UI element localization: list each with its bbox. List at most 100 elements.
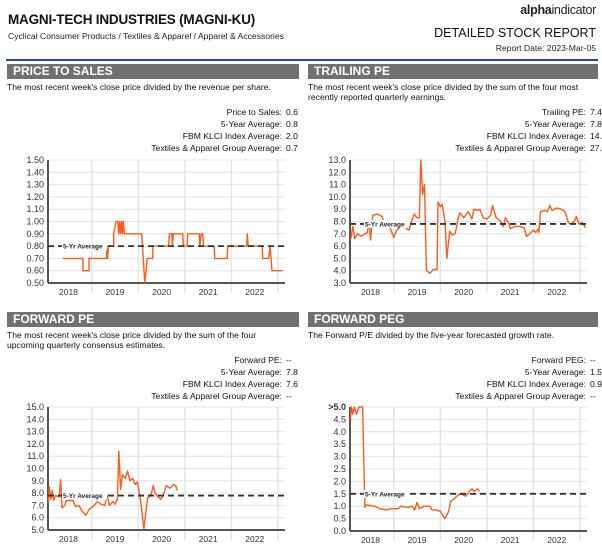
y-tick-label: 1.10 <box>26 204 44 214</box>
stat-label: Trailing PE: <box>541 107 586 117</box>
x-tick-label: 2022 <box>547 287 566 297</box>
y-tick-label: 1.40 <box>26 167 44 177</box>
y-tick-label: 0.70 <box>26 253 44 263</box>
y-tick-label: 8.0 <box>31 488 44 498</box>
x-tick-label: 2022 <box>245 534 264 544</box>
forward-peg-series-line <box>349 406 480 520</box>
stat-value: -- <box>590 391 596 401</box>
y-tick-label: 4.0 <box>333 427 346 437</box>
company-title: MAGNI-TECH INDUSTRIES (MAGNI-KU) <box>8 12 256 27</box>
y-tick-label: 10.0 <box>26 464 44 474</box>
y-tick-label: 1.30 <box>26 180 44 190</box>
stat-row: Price to Sales: 0.6 <box>151 106 308 118</box>
x-tick-label: 2021 <box>501 535 520 545</box>
stat-row: FBM KLCI Index Average: 14.9 <box>455 130 602 142</box>
stat-value: -- <box>286 355 292 365</box>
stat-row: FBM KLCI Index Average: 2.0 <box>151 130 308 142</box>
x-tick-label: 2022 <box>245 287 264 297</box>
x-tick-label: 2021 <box>199 287 218 297</box>
stat-row: Textiles & Apparel Group Average: -- <box>151 390 308 402</box>
x-tick-label: 2019 <box>408 287 427 297</box>
stat-label: Textiles & Apparel Group Average: <box>151 143 282 153</box>
x-tick-label: 2019 <box>408 535 427 545</box>
stat-value: 0.8 <box>286 119 298 129</box>
forward-peg-description: The Forward P/E divided by the five-year… <box>308 330 554 340</box>
y-tick-label: 2.5 <box>333 464 346 474</box>
stat-label: Textiles & Apparel Group Average: <box>151 391 282 401</box>
trailing-pe-section-header: TRAILING PE <box>308 64 598 79</box>
stat-value: -- <box>590 355 596 365</box>
stat-value: 0.7 <box>286 143 298 153</box>
trailing-pe-stats: Trailing PE: 7.4 5-Year Average: 7.8 FBM KLC… <box>455 106 602 154</box>
average-label-bg <box>62 242 107 251</box>
x-tick-label: 2019 <box>106 534 125 544</box>
y-tick-label: 4.5 <box>333 414 346 424</box>
header-divider <box>6 59 598 61</box>
average-label: 5-Yr Average <box>63 493 103 500</box>
x-tick-label: 2020 <box>454 535 473 545</box>
report-title: DETAILED STOCK REPORT <box>434 26 596 40</box>
stat-label: Forward PEG: <box>531 355 586 365</box>
y-tick-label: 0.50 <box>26 278 44 288</box>
stat-label: Textiles & Apparel Group Average: <box>455 143 586 153</box>
forward-pe-stats: Forward PE: -- 5-Year Average: 7.8 FBM KLCI … <box>151 354 308 402</box>
forward-pe-section-header: FORWARD PE <box>7 312 299 327</box>
y-tick-label: 7.0 <box>31 500 44 510</box>
y-tick-label: 13.0 <box>328 155 346 165</box>
stat-row: FBM KLCI Index Average: 7.6 <box>151 378 308 390</box>
stat-row: 5-Year Average: 7.8 <box>455 118 602 130</box>
y-tick-label: 3.0 <box>333 452 346 462</box>
average-label: 5-Yr Average <box>365 491 405 498</box>
y-tick-label: 5.0 <box>31 525 44 535</box>
y-tick-label: 0.0 <box>333 526 346 536</box>
price-to-sales-description: The most recent week's close price divid… <box>7 82 271 92</box>
stat-label: 5-Year Average: <box>524 367 586 377</box>
average-label-bg <box>364 489 409 498</box>
average-label-bg <box>62 491 107 500</box>
forward-pe-description: The most recent week's close price divid… <box>7 330 257 350</box>
stat-value: 0.6 <box>286 107 298 117</box>
stat-row: Textiles & Apparel Group Average: -- <box>455 390 602 402</box>
y-tick-label: 14.0 <box>26 414 44 424</box>
stat-value: -- <box>286 391 292 401</box>
y-tick-label: 6.0 <box>333 241 346 251</box>
x-tick-label: 2021 <box>199 534 218 544</box>
report-date: Report Date: 2023-Mar-05 <box>495 43 596 53</box>
x-tick-label: 2018 <box>361 535 380 545</box>
stat-value: 7.4 <box>590 107 602 117</box>
forward-peg-section-header: FORWARD PEG <box>308 312 598 327</box>
stat-value: 2.0 <box>286 131 298 141</box>
stat-row: Textiles & Apparel Group Average: 27.8 <box>455 142 602 154</box>
y-tick-label: 0.60 <box>26 266 44 276</box>
x-tick-label: 2020 <box>152 534 171 544</box>
alphaindicator-logo: alphaindicator <box>520 3 596 17</box>
stat-value: 7.8 <box>286 367 298 377</box>
y-tick-label: 8.0 <box>333 217 346 227</box>
y-tick-label: 3.5 <box>333 439 346 449</box>
stat-value: 0.9 <box>590 379 602 389</box>
industry-breadcrumb: Cyclical Consumer Products / Textiles & … <box>8 31 284 41</box>
y-tick-label: 1.20 <box>26 192 44 202</box>
y-tick-label: 3.0 <box>333 278 346 288</box>
forward-peg-stats: Forward PEG: -- 5-Year Average: 1.5 FBM KLCI… <box>455 354 602 402</box>
stat-row: Forward PE: -- <box>151 354 308 366</box>
stat-row: 5-Year Average: 7.8 <box>151 366 308 378</box>
stat-label: Textiles & Apparel Group Average: <box>455 391 586 401</box>
stat-row: 5-Year Average: 1.5 <box>455 366 602 378</box>
stat-label: 5-Year Average: <box>524 119 586 129</box>
stat-label: FBM KLCI Index Average: <box>182 131 282 141</box>
y-tick-label: 12.0 <box>26 439 44 449</box>
y-tick-label: 9.0 <box>31 476 44 486</box>
y-tick-label: 4.0 <box>333 266 346 276</box>
stat-value: 27.8 <box>590 143 602 153</box>
y-tick-label: 12.0 <box>328 167 346 177</box>
stat-label: Price to Sales: <box>226 107 282 117</box>
x-tick-label: 2019 <box>106 287 125 297</box>
y-tick-label: >5.0 <box>328 402 346 412</box>
y-tick-label: 0.90 <box>26 229 44 239</box>
x-tick-label: 2022 <box>547 535 566 545</box>
stat-row: Textiles & Apparel Group Average: 0.7 <box>151 142 308 154</box>
y-tick-label: 1.00 <box>26 217 44 227</box>
